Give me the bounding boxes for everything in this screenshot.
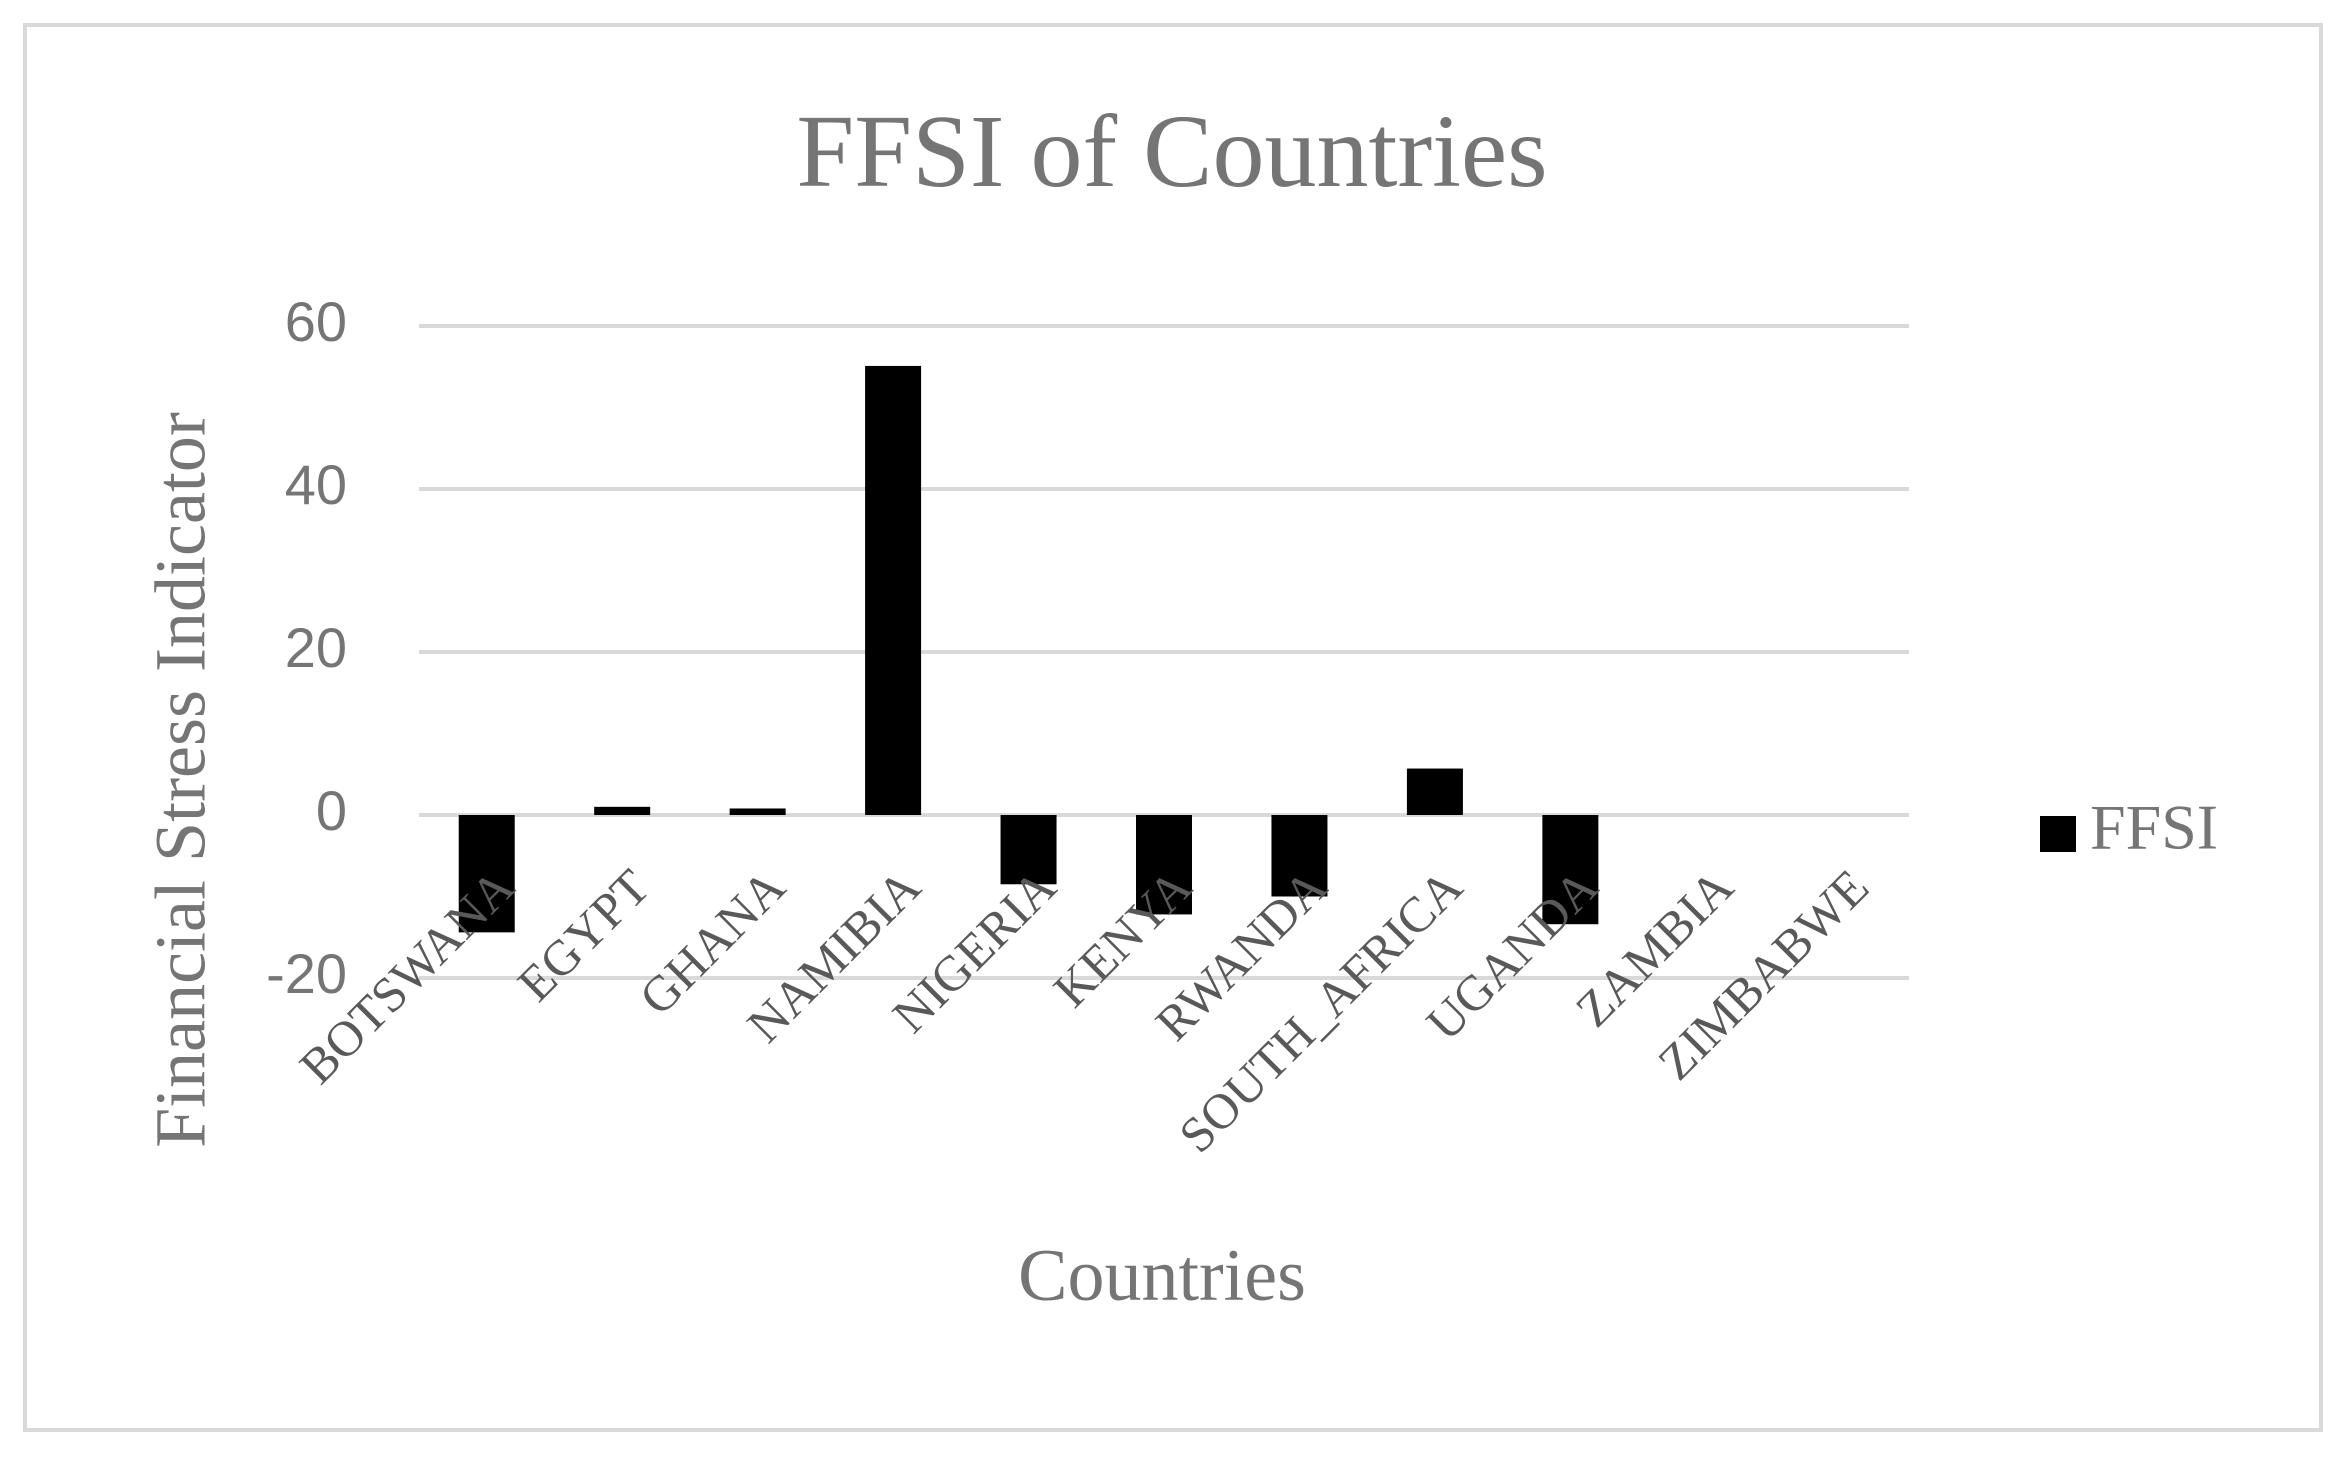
y-tick-label: 40 <box>285 453 347 516</box>
legend-swatch <box>2040 816 2076 852</box>
y-axis-title: Financial Stress Indicator <box>141 412 221 1148</box>
chart-title: FFSI of Countries <box>796 94 1547 209</box>
chart-border <box>23 23 2323 1432</box>
bar <box>865 365 922 815</box>
y-tick-label: 0 <box>316 779 347 842</box>
bar <box>1406 768 1463 815</box>
x-axis-title: Countries <box>1018 1235 1306 1317</box>
bar <box>594 806 651 815</box>
y-tick-label: 60 <box>285 290 347 353</box>
legend-label: FFSI <box>2090 792 2218 863</box>
y-tick-label: 20 <box>285 616 347 679</box>
bar <box>1000 815 1057 885</box>
bar <box>1271 815 1328 897</box>
bar <box>1542 815 1599 925</box>
bar <box>458 815 515 933</box>
bar <box>729 808 786 815</box>
bar <box>1136 815 1192 915</box>
y-tick-label: -20 <box>266 942 347 1005</box>
